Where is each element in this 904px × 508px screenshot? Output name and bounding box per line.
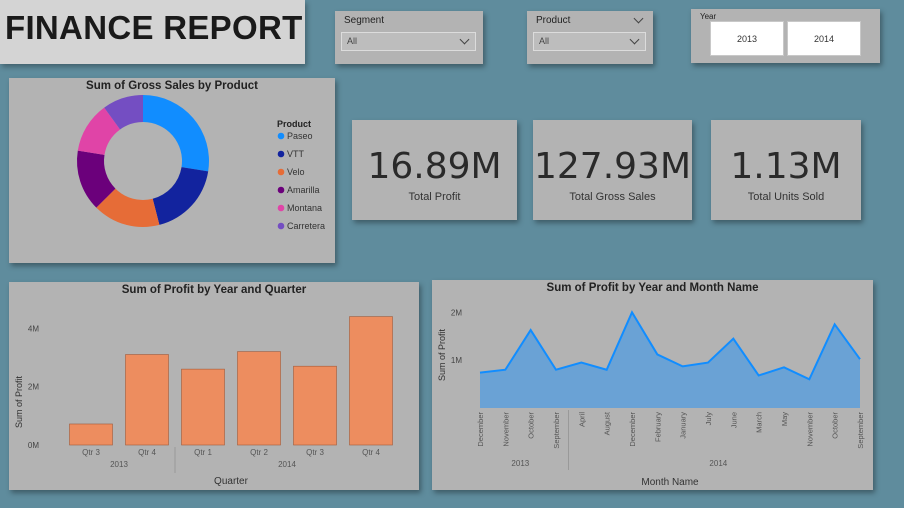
legend-marker: [277, 222, 285, 230]
area-x-tick: August: [603, 411, 612, 435]
bar-1[interactable]: [125, 354, 169, 446]
area-y-tick: 2M: [451, 308, 462, 317]
kpi-label-total-units-sold: Total Units Sold: [747, 191, 825, 203]
legend-item-velo[interactable]: Velo: [287, 167, 305, 177]
legend-item-carretera[interactable]: Carretera: [287, 221, 325, 231]
bar-x-tick: Qtr 4: [138, 448, 156, 457]
product-dropdown-value: All: [539, 36, 550, 46]
donut-slice-paseo[interactable]: [143, 95, 209, 172]
report-title: FINANCE REPORT: [5, 9, 303, 46]
area-x-tick: February: [653, 412, 662, 442]
area-x-tick: October: [831, 412, 840, 439]
bar-y-tick: 2M: [28, 383, 39, 392]
donut-slice-montana[interactable]: [77, 107, 121, 155]
bar-group-label-2013: 2013: [110, 460, 128, 469]
area-x-tick: April: [577, 412, 586, 427]
segment-slicer: Segment All: [335, 11, 483, 64]
donut-slice-velo[interactable]: [96, 188, 160, 227]
area-series-line[interactable]: [479, 310, 861, 381]
area-x-tick: March: [755, 412, 764, 433]
chevron-down-icon: [629, 34, 640, 45]
legend-item-paseo[interactable]: Paseo: [287, 131, 313, 141]
legend-item-vtt[interactable]: VTT: [287, 149, 305, 159]
area-x-tick: September: [552, 411, 561, 448]
donut-chart: Product Paseo VTT Velo Amarilla Montana Carre…: [77, 95, 325, 231]
kpi-card-total-profit: 16.89M Total Profit: [352, 120, 517, 220]
bar-x-tick: Qtr 3: [306, 448, 324, 457]
product-dropdown[interactable]: All: [533, 32, 646, 51]
donut-chart-title: Sum of Gross Sales by Product: [86, 80, 258, 92]
bar-x-tick: Qtr 2: [250, 448, 268, 457]
year-slicer-label: Year: [700, 12, 717, 21]
area-x-tick: September: [856, 411, 865, 448]
area-fill: [480, 312, 860, 408]
product-slicer-label: Product: [536, 15, 571, 26]
legend-marker: [277, 168, 285, 176]
bar-y-tick: 4M: [28, 324, 39, 333]
bar-3[interactable]: [237, 351, 281, 446]
donut-slice-vtt[interactable]: [152, 167, 209, 225]
bar-chart-xlabel: Quarter: [214, 476, 249, 487]
area-x-tick: July: [704, 412, 713, 426]
area-chart-title: Sum of Profit by Year and Month Name: [546, 282, 759, 294]
area-x-tick: November: [805, 412, 814, 447]
report-title-banner: FINANCE REPORT: [0, 0, 305, 64]
profit-by-quarter-card: Sum of Profit by Year and Quarter Sum of…: [9, 282, 419, 490]
bar-0[interactable]: [69, 423, 113, 446]
segment-slicer-label: Segment: [344, 15, 385, 26]
legend-marker: [277, 150, 285, 158]
kpi-card-total-units-sold: 1.13M Total Units Sold: [711, 120, 861, 220]
kpi-value-total-profit: 16.89M: [367, 146, 502, 187]
bar-4[interactable]: [293, 365, 337, 446]
area-x-tick: May: [780, 412, 789, 426]
kpi-value-total-gross-sales: 127.93M: [533, 146, 692, 187]
legend-marker: [277, 204, 285, 212]
area-chart-xlabel: Month Name: [641, 477, 699, 488]
kpi-label-total-gross-sales: Total Gross Sales: [569, 191, 656, 203]
area-x-tick: December: [476, 412, 485, 447]
area-chart: Sum of Profit Month Name 1M 2M December Nov…: [437, 308, 865, 488]
year-option-2013[interactable]: 2013: [710, 21, 784, 56]
area-group-label-2014: 2014: [709, 459, 727, 468]
bar-x-tick: Qtr 4: [362, 448, 380, 457]
chevron-down-icon[interactable]: [633, 13, 644, 24]
legend-marker: [277, 132, 285, 140]
area-x-tick: January: [679, 412, 688, 439]
bar-5[interactable]: [349, 316, 393, 446]
chevron-down-icon: [459, 34, 470, 45]
area-group-label-2013: 2013: [511, 459, 529, 468]
area-chart-ylabel: Sum of Profit: [437, 328, 447, 381]
segment-dropdown-value: All: [347, 36, 358, 46]
area-x-tick: October: [527, 412, 536, 439]
segment-dropdown[interactable]: All: [341, 32, 476, 51]
legend-title: Product: [277, 119, 311, 129]
bar-chart-ylabel: Sum of Profit: [14, 375, 24, 428]
year-slicer: Year 2013 2014: [691, 9, 880, 63]
bar-y-tick: 0M: [28, 441, 39, 450]
legend-item-montana[interactable]: Montana: [287, 203, 322, 213]
kpi-label-total-profit: Total Profit: [408, 191, 461, 203]
legend-item-amarilla[interactable]: Amarilla: [287, 185, 320, 195]
area-x-tick: November: [501, 412, 510, 447]
donut-slice-amarilla[interactable]: [77, 150, 116, 208]
donut-slice-carretera[interactable]: [104, 95, 143, 130]
bar-x-tick: Qtr 3: [82, 448, 100, 457]
product-slicer: Product All: [527, 11, 653, 64]
bar-2[interactable]: [181, 368, 225, 446]
bar-chart: Sum of Profit Quarter 0M 2M 4M Qtr 3 Qtr 4 Qt…: [14, 316, 393, 487]
kpi-value-total-units-sold: 1.13M: [730, 146, 842, 187]
bar-chart-title: Sum of Profit by Year and Quarter: [121, 284, 307, 296]
area-x-tick: June: [729, 412, 738, 428]
bar-group-label-2014: 2014: [278, 460, 296, 469]
bar-x-tick: Qtr 1: [194, 448, 212, 457]
legend-marker: [277, 186, 285, 194]
year-option-2014[interactable]: 2014: [787, 21, 861, 56]
kpi-card-total-gross-sales: 127.93M Total Gross Sales: [533, 120, 692, 220]
area-y-tick: 1M: [451, 356, 462, 365]
gross-sales-by-product-card: Sum of Gross Sales by Product Product Pa…: [9, 78, 335, 263]
area-x-tick: December: [628, 412, 637, 447]
profit-by-month-card: Sum of Profit by Year and Month Name Sum…: [432, 280, 873, 490]
